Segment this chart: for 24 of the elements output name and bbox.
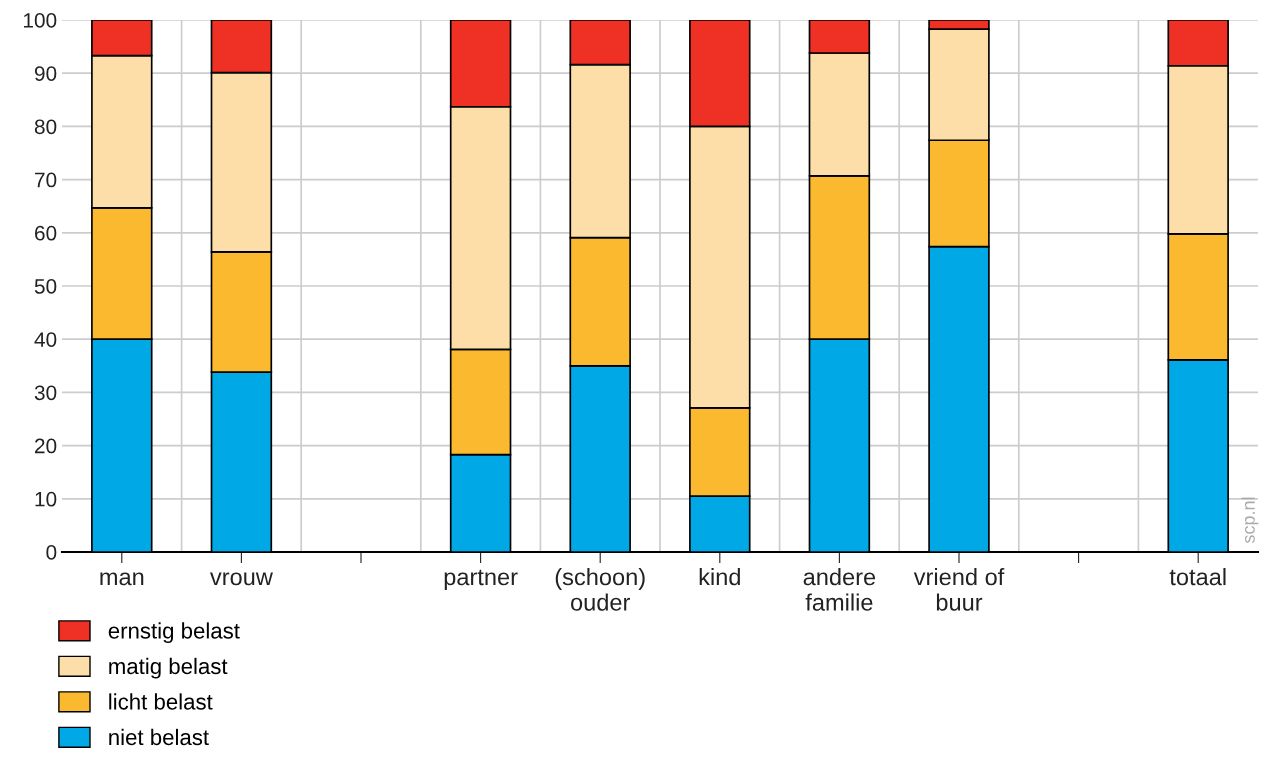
- x-tick-label: andere familie: [803, 567, 876, 611]
- y-tick-label: 80: [34, 119, 57, 135]
- y-tick-label: 100: [23, 13, 57, 28]
- y-tick-label: 10: [35, 491, 57, 507]
- legend-label: matig belast: [109, 657, 228, 679]
- x-tick-label: vrouw: [209, 572, 273, 586]
- x-tick-label: partner: [444, 569, 518, 590]
- y-tick-label: 0: [46, 545, 57, 560]
- y-tick-label: 20: [35, 438, 57, 454]
- y-tick-label: 90: [34, 66, 57, 81]
- legend-label: niet belast: [109, 728, 209, 746]
- legend-label: licht belast: [109, 693, 213, 710]
- y-tick-label: 30: [34, 385, 57, 401]
- y-tick-label: 70: [35, 172, 57, 188]
- y-tick-label: 50: [34, 279, 57, 294]
- x-tick-label: kind: [699, 567, 740, 586]
- x-tick-label: vriend of buur: [913, 567, 1005, 611]
- y-tick-label: 40: [34, 332, 57, 347]
- x-tick-label: (schoon) ouder: [555, 567, 645, 611]
- y-tick-label: 60: [35, 225, 57, 241]
- annotation: scp.nl: [1241, 497, 1259, 544]
- legend-label: ernstig belast: [108, 622, 240, 644]
- x-tick-label: man: [100, 572, 144, 586]
- x-tick-label: totaal: [1169, 567, 1226, 586]
